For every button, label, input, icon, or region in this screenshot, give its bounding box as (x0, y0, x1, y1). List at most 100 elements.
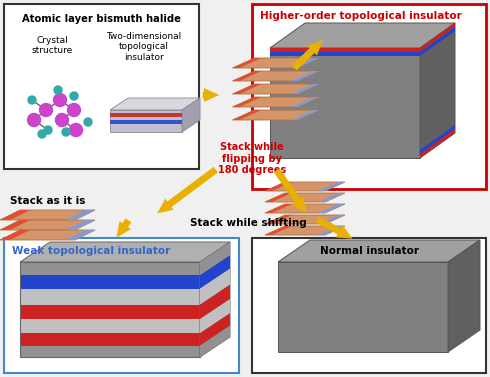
Text: Normal insulator: Normal insulator (319, 246, 418, 256)
Polygon shape (318, 204, 345, 213)
Polygon shape (318, 193, 345, 202)
Polygon shape (318, 182, 345, 191)
Polygon shape (265, 204, 292, 213)
Polygon shape (232, 71, 262, 81)
Polygon shape (270, 48, 420, 158)
Polygon shape (65, 210, 95, 220)
Polygon shape (20, 262, 200, 275)
Polygon shape (232, 97, 262, 107)
Polygon shape (110, 120, 182, 124)
Polygon shape (265, 215, 292, 224)
Polygon shape (20, 333, 200, 346)
Polygon shape (265, 182, 292, 191)
Polygon shape (0, 230, 95, 240)
Polygon shape (270, 23, 455, 48)
Circle shape (40, 104, 52, 116)
Circle shape (28, 96, 36, 104)
Polygon shape (0, 220, 30, 230)
Text: Two-dimensional
topological
insulator: Two-dimensional topological insulator (106, 32, 182, 62)
Polygon shape (200, 242, 230, 357)
FancyArrowPatch shape (316, 216, 353, 239)
Polygon shape (200, 268, 230, 305)
Polygon shape (200, 326, 230, 357)
Polygon shape (270, 52, 420, 56)
Bar (4, 238, 239, 373)
Polygon shape (20, 346, 200, 357)
Polygon shape (420, 23, 455, 158)
Polygon shape (265, 193, 345, 202)
Circle shape (27, 113, 41, 127)
Circle shape (44, 126, 52, 134)
Text: Atomic layer bismuth halide: Atomic layer bismuth halide (22, 14, 181, 24)
Bar (252, 4, 486, 189)
Text: Crystal
structure: Crystal structure (31, 36, 73, 55)
Polygon shape (420, 125, 455, 154)
Polygon shape (448, 240, 480, 352)
Polygon shape (110, 113, 182, 117)
Polygon shape (200, 313, 230, 346)
Polygon shape (291, 84, 319, 94)
Text: Stack while
flipping by
180 degrees: Stack while flipping by 180 degrees (218, 142, 286, 175)
Polygon shape (65, 220, 95, 230)
Polygon shape (420, 23, 455, 52)
Polygon shape (291, 58, 319, 68)
Circle shape (70, 92, 78, 100)
Polygon shape (278, 240, 480, 262)
Polygon shape (265, 182, 345, 191)
FancyArrowPatch shape (292, 40, 323, 70)
Polygon shape (265, 215, 345, 224)
Polygon shape (265, 226, 345, 235)
FancyArrowPatch shape (117, 218, 131, 238)
Polygon shape (20, 305, 200, 319)
Polygon shape (0, 210, 30, 220)
Polygon shape (232, 84, 319, 94)
Circle shape (53, 93, 67, 106)
Polygon shape (200, 299, 230, 333)
FancyArrowPatch shape (157, 167, 218, 213)
Polygon shape (110, 98, 200, 110)
Polygon shape (20, 242, 230, 262)
Bar (252, 238, 486, 373)
Circle shape (62, 128, 70, 136)
Circle shape (38, 130, 46, 138)
FancyArrowPatch shape (274, 168, 306, 213)
Polygon shape (232, 58, 262, 68)
Polygon shape (232, 110, 262, 120)
Circle shape (54, 86, 62, 94)
Polygon shape (182, 98, 200, 132)
Polygon shape (265, 226, 292, 235)
Polygon shape (232, 84, 262, 94)
Circle shape (55, 113, 69, 127)
Polygon shape (265, 193, 292, 202)
Polygon shape (65, 230, 95, 240)
Polygon shape (200, 242, 230, 275)
Polygon shape (420, 129, 455, 158)
Polygon shape (232, 97, 319, 107)
FancyArrowPatch shape (203, 88, 219, 102)
Polygon shape (420, 27, 455, 56)
Circle shape (70, 124, 82, 136)
Polygon shape (278, 262, 448, 352)
Polygon shape (110, 110, 182, 132)
Polygon shape (0, 210, 95, 220)
Polygon shape (291, 71, 319, 81)
Polygon shape (200, 255, 230, 289)
Polygon shape (232, 58, 319, 68)
Text: Stack while shifting: Stack while shifting (190, 218, 306, 228)
Polygon shape (291, 110, 319, 120)
Text: Weak topological insulator: Weak topological insulator (12, 246, 170, 256)
Circle shape (84, 118, 92, 126)
Polygon shape (20, 289, 200, 305)
Polygon shape (20, 275, 200, 289)
Circle shape (68, 104, 80, 116)
Polygon shape (0, 220, 95, 230)
Bar (4, 4, 199, 169)
Polygon shape (200, 285, 230, 319)
Polygon shape (318, 226, 345, 235)
Polygon shape (318, 215, 345, 224)
Text: Higher-order topological insulator: Higher-order topological insulator (260, 11, 462, 21)
Polygon shape (270, 48, 420, 52)
Text: Stack as it is: Stack as it is (10, 196, 85, 206)
Polygon shape (20, 319, 200, 333)
Polygon shape (265, 204, 345, 213)
